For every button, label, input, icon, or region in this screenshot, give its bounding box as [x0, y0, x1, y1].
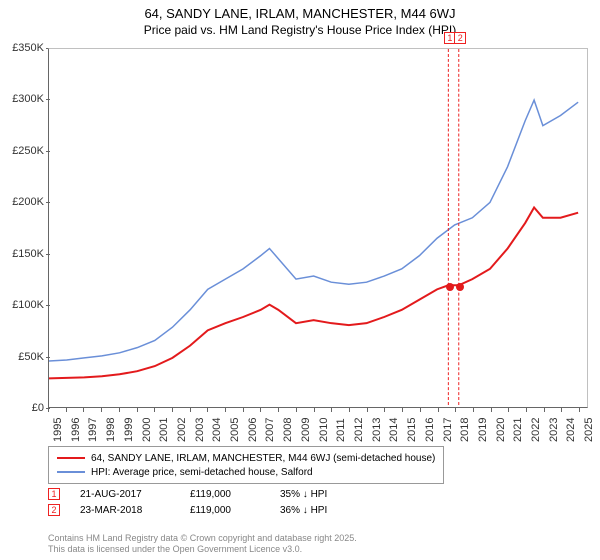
x-tick-label: 1995: [52, 418, 64, 442]
y-tick-label: £250K: [12, 145, 44, 157]
sale-price-1: £119,000: [190, 489, 260, 500]
legend-row-property: 64, SANDY LANE, IRLAM, MANCHESTER, M44 6…: [57, 451, 435, 465]
y-tick-label: £300K: [12, 93, 44, 105]
sale-dot-1: [446, 283, 454, 291]
x-tick-label: 1998: [105, 418, 117, 442]
sale-marker-1: 1: [48, 488, 60, 500]
sales-table: 1 21-AUG-2017 £119,000 35% ↓ HPI 2 23-MA…: [48, 486, 360, 518]
legend-box: 64, SANDY LANE, IRLAM, MANCHESTER, M44 6…: [48, 446, 444, 484]
sale-hpi-1: 35% ↓ HPI: [280, 489, 360, 500]
sale-marker-2: 2: [48, 504, 60, 516]
x-tick-label: 1997: [87, 418, 99, 442]
x-tick-label: 2009: [300, 418, 312, 442]
footer-line-1: Contains HM Land Registry data © Crown c…: [48, 533, 357, 545]
y-tick-label: £350K: [12, 42, 44, 54]
y-tick-label: £150K: [12, 248, 44, 260]
legend-swatch-property: [57, 457, 85, 459]
x-tick-label: 2004: [211, 418, 223, 442]
x-tick-label: 2023: [548, 418, 560, 442]
sales-row-2: 2 23-MAR-2018 £119,000 36% ↓ HPI: [48, 502, 360, 518]
x-tick-label: 2000: [141, 418, 153, 442]
y-tick-label: £0: [32, 402, 44, 414]
chart-container: 64, SANDY LANE, IRLAM, MANCHESTER, M44 6…: [0, 0, 600, 560]
x-tick-label: 2022: [530, 418, 542, 442]
x-tick-label: 2010: [318, 418, 330, 442]
x-tick-label: 2011: [335, 418, 347, 442]
x-tick-label: 1996: [70, 418, 82, 442]
title-block: 64, SANDY LANE, IRLAM, MANCHESTER, M44 6…: [0, 0, 600, 37]
x-tick-label: 2006: [247, 418, 259, 442]
x-tick-label: 2003: [194, 418, 206, 442]
title-sub: Price paid vs. HM Land Registry's House …: [0, 23, 600, 37]
y-tick-label: £50K: [18, 351, 44, 363]
chart-lines-svg: [49, 49, 587, 407]
sale-dot-2: [456, 283, 464, 291]
sales-row-1: 1 21-AUG-2017 £119,000 35% ↓ HPI: [48, 486, 360, 502]
x-tick-label: 2019: [477, 418, 489, 442]
x-tick-label: 2016: [424, 418, 436, 442]
x-tick-label: 2007: [264, 418, 276, 442]
legend-row-hpi: HPI: Average price, semi-detached house,…: [57, 465, 435, 479]
x-tick-label: 2012: [353, 418, 365, 442]
sale-price-2: £119,000: [190, 505, 260, 516]
x-tick-label: 2021: [512, 418, 524, 442]
sale-date-2: 23-MAR-2018: [80, 505, 170, 516]
title-main: 64, SANDY LANE, IRLAM, MANCHESTER, M44 6…: [0, 6, 600, 21]
plot-area: 12: [48, 48, 588, 408]
x-tick-label: 2024: [565, 418, 577, 442]
legend-swatch-hpi: [57, 471, 85, 473]
x-tick-label: 2001: [158, 418, 170, 442]
x-tick-label: 2008: [282, 418, 294, 442]
y-tick-label: £100K: [12, 299, 44, 311]
legend-label-property: 64, SANDY LANE, IRLAM, MANCHESTER, M44 6…: [91, 453, 435, 464]
x-tick-label: 1999: [123, 418, 135, 442]
footer-attribution: Contains HM Land Registry data © Crown c…: [48, 533, 357, 556]
x-axis-ticks: 1995199619971998199920002001200220032004…: [48, 408, 588, 438]
x-tick-label: 2002: [176, 418, 188, 442]
sale-date-1: 21-AUG-2017: [80, 489, 170, 500]
x-tick-label: 2020: [495, 418, 507, 442]
x-tick-label: 2005: [229, 418, 241, 442]
y-tick-label: £200K: [12, 196, 44, 208]
footer-line-2: This data is licensed under the Open Gov…: [48, 544, 357, 556]
x-tick-label: 2013: [371, 418, 383, 442]
x-tick-label: 2014: [388, 418, 400, 442]
x-tick-label: 2017: [442, 418, 454, 442]
legend-label-hpi: HPI: Average price, semi-detached house,…: [91, 467, 313, 478]
sale-hpi-2: 36% ↓ HPI: [280, 505, 360, 516]
x-tick-label: 2025: [583, 418, 595, 442]
x-tick-label: 2015: [406, 418, 418, 442]
sale-marker-2-label: 2: [454, 32, 466, 44]
y-axis-ticks: £0£50K£100K£150K£200K£250K£300K£350K: [0, 48, 46, 408]
x-tick-label: 2018: [459, 418, 471, 442]
